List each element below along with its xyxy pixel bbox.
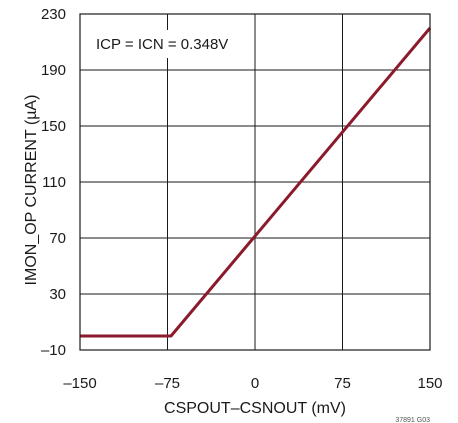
x-axis-title: CSPOUT–CSNOUT (mV) (164, 400, 346, 417)
x-tick-label: –75 (155, 375, 180, 392)
y-tick-label: –10 (41, 342, 66, 359)
y-tick-label: 190 (41, 62, 66, 79)
y-tick-label: 150 (41, 118, 66, 135)
plot-frame (79, 13, 431, 351)
x-tick-labels: –150 –75 0 75 150 (63, 375, 442, 392)
y-axis-title: IMON_OP CURRENT (µA) (23, 95, 40, 286)
x-tick-label: 150 (417, 375, 442, 392)
x-tick-label: 0 (251, 375, 259, 392)
figure-id: 37891 G03 (395, 417, 430, 423)
x-tick-label: 75 (334, 375, 351, 392)
y-tick-labels: –10 30 70 110 150 190 230 (41, 6, 66, 359)
y-tick-label: 230 (41, 6, 66, 23)
series-line (80, 27, 432, 338)
y-tick-label: 110 (42, 174, 66, 191)
y-tick-label: 30 (49, 286, 66, 303)
grid (80, 14, 430, 350)
annotation-background (88, 30, 246, 58)
x-tick-label: –150 (63, 375, 96, 392)
chart-annotation: ICP = ICN = 0.348V (96, 36, 228, 53)
series-layer (80, 27, 432, 338)
y-tick-label: 70 (49, 230, 66, 247)
